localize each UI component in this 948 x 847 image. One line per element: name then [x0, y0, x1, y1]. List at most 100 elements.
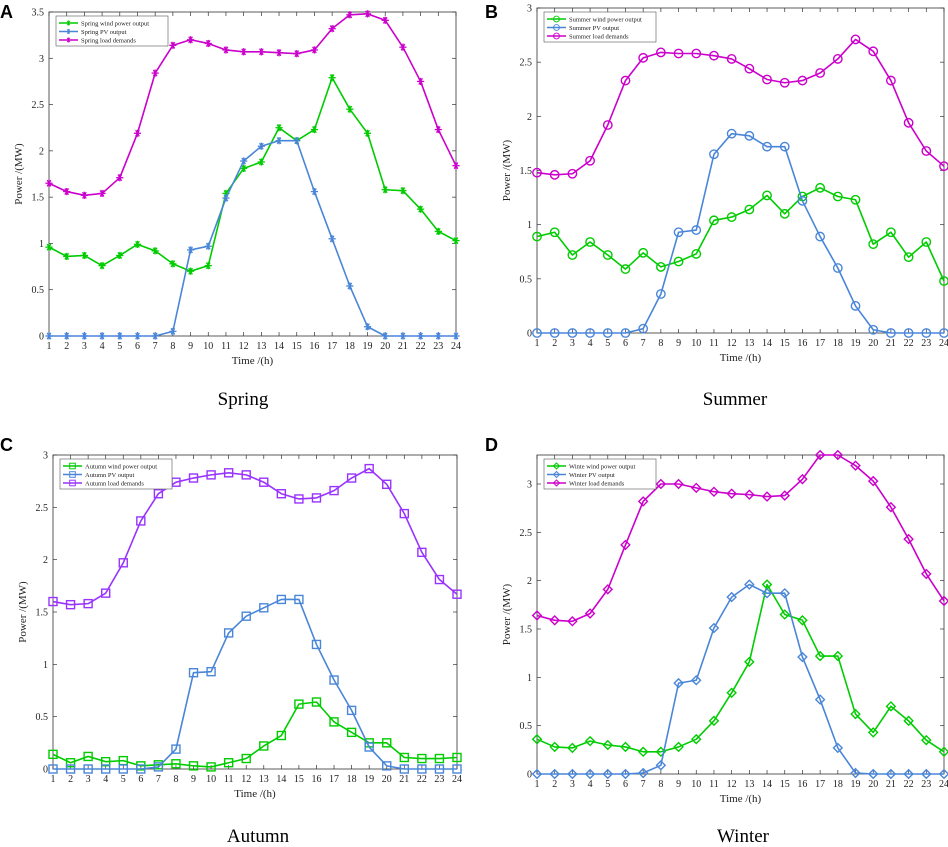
x-tick-label: 24	[451, 341, 461, 352]
data-point	[417, 764, 427, 774]
data-point	[136, 516, 146, 526]
data-point	[691, 225, 702, 235]
data-point	[744, 63, 755, 74]
x-tick-label: 14	[276, 774, 286, 785]
data-point	[80, 251, 88, 260]
legend-marker	[553, 15, 560, 23]
x-tick-label: 3	[82, 341, 87, 352]
data-point	[761, 491, 773, 502]
x-tick-label: 21	[398, 341, 408, 352]
data-point	[602, 739, 614, 751]
plot-frame	[536, 7, 945, 334]
y-tick-label: 1	[43, 660, 48, 671]
data-point	[637, 746, 649, 758]
data-point	[637, 496, 649, 507]
data-point	[434, 227, 442, 235]
data-point	[832, 742, 844, 754]
data-point	[257, 158, 265, 166]
y-tick-label: 1.5	[520, 166, 533, 177]
data-point	[567, 328, 578, 338]
data-point	[868, 239, 879, 250]
y-tick-label: 1.5	[32, 193, 45, 204]
data-point	[832, 263, 843, 273]
data-point	[206, 470, 216, 480]
x-tick-label: 24	[452, 774, 462, 785]
data-point	[133, 332, 142, 340]
data-point	[65, 758, 76, 768]
data-point	[434, 125, 442, 134]
data-point	[850, 460, 861, 471]
data-point	[779, 208, 790, 219]
data-point	[169, 41, 177, 49]
data-point	[921, 734, 932, 746]
data-point	[602, 328, 613, 338]
data-point	[815, 182, 826, 193]
data-point	[80, 191, 88, 199]
data-point	[815, 68, 826, 78]
data-point	[452, 752, 462, 763]
data-point	[257, 48, 265, 56]
data-point	[151, 332, 159, 340]
series-line-summer-1	[537, 132, 944, 334]
x-tick-label: 5	[117, 341, 122, 352]
y-tick-label: 3	[527, 4, 532, 15]
legend-label: Autumn wind power output	[85, 463, 157, 470]
x-tick-label: 11	[709, 779, 719, 790]
series-autumn-1	[48, 594, 462, 774]
data-point	[938, 746, 948, 758]
x-tick-label: 13	[744, 779, 754, 790]
data-point	[602, 120, 613, 130]
data-point	[381, 332, 389, 340]
x-tick-label: 22	[904, 338, 914, 349]
data-point	[850, 708, 861, 720]
data-point	[83, 751, 93, 762]
x-tick-label: 13	[259, 774, 269, 785]
data-point	[363, 10, 372, 18]
data-point	[276, 489, 287, 499]
data-point	[921, 146, 932, 156]
data-point	[602, 250, 613, 260]
series-line-winter-1	[537, 583, 944, 775]
data-point	[691, 48, 702, 59]
data-point	[761, 587, 773, 599]
chart-summer: 1 2 3 4 5 6 7 8 9 10 11 12 13 14 15 16 17 18 19 20 21 22 23 240…	[501, 4, 948, 364]
data-point	[98, 262, 106, 270]
x-tick-label: 4	[588, 779, 593, 790]
panel-letter-a: A	[0, 2, 13, 22]
data-point	[223, 628, 234, 638]
data-point	[222, 194, 230, 202]
data-point	[294, 594, 304, 605]
x-tick-label: 18	[833, 779, 843, 790]
data-point	[567, 250, 578, 260]
x-tick-label: 24	[939, 338, 948, 349]
data-point	[363, 323, 372, 331]
data-point	[886, 328, 896, 338]
x-tick-label: 16	[797, 779, 807, 790]
data-point	[549, 768, 560, 780]
data-point	[532, 328, 542, 338]
x-tick-label: 24	[939, 779, 948, 790]
data-point	[921, 328, 932, 338]
x-tick-label: 4	[100, 341, 105, 352]
data-point	[673, 227, 684, 238]
caption-autumn: Autumn	[227, 826, 290, 847]
series-summer-0	[532, 182, 948, 286]
data-point	[204, 262, 212, 270]
legend-marker	[69, 471, 76, 478]
data-point	[382, 738, 392, 748]
data-point	[417, 332, 425, 340]
data-point	[434, 574, 445, 585]
y-tick-label: 1	[527, 673, 532, 684]
y-tick-label: 3.5	[32, 8, 45, 19]
y-tick-label: 0	[43, 765, 48, 776]
data-point	[63, 252, 71, 260]
x-tick-label: 1	[51, 774, 56, 785]
legend-label: Autumn load demands	[85, 480, 144, 487]
data-point	[726, 687, 737, 699]
legend-label: Autumn PV output	[85, 472, 135, 479]
x-tick-label: 11	[224, 774, 234, 785]
data-point	[452, 764, 462, 774]
data-point	[328, 74, 336, 82]
data-point	[549, 328, 560, 338]
